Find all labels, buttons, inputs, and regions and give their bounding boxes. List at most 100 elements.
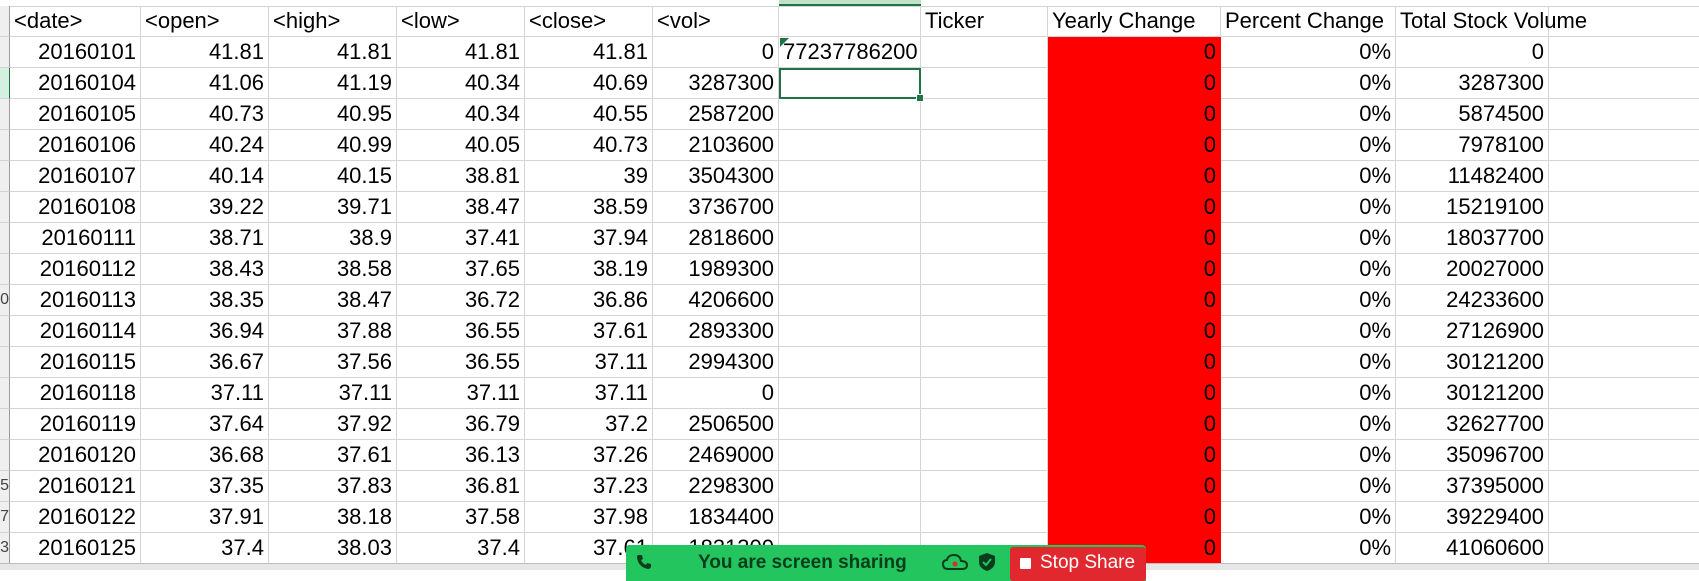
- header-cell-high[interactable]: <high>: [269, 6, 397, 37]
- cell-low[interactable]: 37.58: [397, 502, 525, 533]
- empty-cell[interactable]: [1549, 502, 1699, 533]
- cell-h[interactable]: [779, 161, 921, 192]
- cell-h1-total[interactable]: 77237786200: [779, 37, 921, 68]
- cell-percent-change[interactable]: 0%: [1221, 316, 1396, 347]
- cell-total-stock-volume[interactable]: 18037700: [1396, 223, 1549, 254]
- cell-date[interactable]: 20160125: [10, 533, 141, 564]
- cell-open[interactable]: 36.68: [141, 440, 269, 471]
- cell-h[interactable]: [779, 502, 921, 533]
- cell-date[interactable]: 20160104: [10, 68, 141, 99]
- empty-cell[interactable]: [1549, 254, 1699, 285]
- cell-close[interactable]: 37.11: [525, 347, 653, 378]
- row-number[interactable]: [0, 347, 10, 378]
- cell-yearly-change[interactable]: 0: [1048, 130, 1221, 161]
- header-cell-yearly-change[interactable]: Yearly Change: [1048, 6, 1221, 37]
- cell-date[interactable]: 20160113: [10, 285, 141, 316]
- row-number[interactable]: 5: [0, 471, 10, 502]
- cell-yearly-change[interactable]: 0: [1048, 378, 1221, 409]
- empty-cell[interactable]: [1549, 316, 1699, 347]
- cell-open[interactable]: 38.43: [141, 254, 269, 285]
- cell-percent-change[interactable]: 0%: [1221, 161, 1396, 192]
- cell-high[interactable]: 38.03: [269, 533, 397, 564]
- cell-high[interactable]: 37.92: [269, 409, 397, 440]
- cell-open[interactable]: 37.64: [141, 409, 269, 440]
- cell-total-stock-volume[interactable]: 27126900: [1396, 316, 1549, 347]
- cell-h[interactable]: [779, 130, 921, 161]
- cell-percent-change[interactable]: 0%: [1221, 285, 1396, 316]
- cell-vol[interactable]: 2298300: [653, 471, 779, 502]
- cell-total-stock-volume[interactable]: 3287300: [1396, 68, 1549, 99]
- cell-close[interactable]: 40.69: [525, 68, 653, 99]
- cell-date[interactable]: 20160111: [10, 223, 141, 254]
- cell-percent-change[interactable]: 0%: [1221, 99, 1396, 130]
- cell-total-stock-volume[interactable]: 37395000: [1396, 471, 1549, 502]
- cell-open[interactable]: 37.4: [141, 533, 269, 564]
- cell-total-stock-volume[interactable]: 15219100: [1396, 192, 1549, 223]
- cell-total-stock-volume[interactable]: 5874500: [1396, 99, 1549, 130]
- cell-low[interactable]: 40.34: [397, 99, 525, 130]
- cell-high[interactable]: 41.19: [269, 68, 397, 99]
- cell-high[interactable]: 40.15: [269, 161, 397, 192]
- cell-low[interactable]: 40.34: [397, 68, 525, 99]
- cell-h[interactable]: [779, 347, 921, 378]
- cell-total-stock-volume[interactable]: 20027000: [1396, 254, 1549, 285]
- cell-percent-change[interactable]: 0%: [1221, 378, 1396, 409]
- cell-vol[interactable]: 1834400: [653, 502, 779, 533]
- cell-total-stock-volume[interactable]: 30121200: [1396, 347, 1549, 378]
- row-number[interactable]: [0, 99, 10, 130]
- cell-yearly-change[interactable]: 0: [1048, 409, 1221, 440]
- empty-cell[interactable]: [1549, 440, 1699, 471]
- cell-ticker[interactable]: [921, 285, 1048, 316]
- cell-yearly-change[interactable]: 0: [1048, 223, 1221, 254]
- screen-share-bar[interactable]: You are screen sharing Stop Share: [626, 545, 1146, 581]
- cell-date[interactable]: 20160120: [10, 440, 141, 471]
- cell-open[interactable]: 40.14: [141, 161, 269, 192]
- row-number[interactable]: [0, 130, 10, 161]
- cell-low[interactable]: 37.11: [397, 378, 525, 409]
- cell-close[interactable]: 37.94: [525, 223, 653, 254]
- cell-vol[interactable]: 2818600: [653, 223, 779, 254]
- cell-vol[interactable]: 3736700: [653, 192, 779, 223]
- cell-vol[interactable]: 2103600: [653, 130, 779, 161]
- cell-percent-change[interactable]: 0%: [1221, 409, 1396, 440]
- cell-percent-change[interactable]: 0%: [1221, 37, 1396, 68]
- cell-low[interactable]: 38.81: [397, 161, 525, 192]
- cell-percent-change[interactable]: 0%: [1221, 254, 1396, 285]
- cell-date[interactable]: 20160121: [10, 471, 141, 502]
- cell-yearly-change[interactable]: 0: [1048, 440, 1221, 471]
- cell-ticker[interactable]: [921, 130, 1048, 161]
- cell-h[interactable]: [779, 471, 921, 502]
- empty-cell[interactable]: [1549, 347, 1699, 378]
- row-number[interactable]: [0, 37, 10, 68]
- cell-low[interactable]: 41.81: [397, 37, 525, 68]
- row-number[interactable]: 7: [0, 502, 10, 533]
- cell-low[interactable]: 40.05: [397, 130, 525, 161]
- cell-date[interactable]: 20160105: [10, 99, 141, 130]
- cell-yearly-change[interactable]: 0: [1048, 285, 1221, 316]
- row-number[interactable]: 3: [0, 533, 10, 564]
- cell-h[interactable]: [779, 440, 921, 471]
- cell-high[interactable]: 40.99: [269, 130, 397, 161]
- cell-open[interactable]: 41.06: [141, 68, 269, 99]
- cell-ticker[interactable]: [921, 161, 1048, 192]
- cell-high[interactable]: 37.56: [269, 347, 397, 378]
- cell-total-stock-volume[interactable]: 39229400: [1396, 502, 1549, 533]
- cell-ticker[interactable]: [921, 409, 1048, 440]
- cell-vol[interactable]: 1989300: [653, 254, 779, 285]
- cell-date[interactable]: 20160119: [10, 409, 141, 440]
- header-cell-h[interactable]: [779, 6, 921, 37]
- cell-ticker[interactable]: [921, 99, 1048, 130]
- cell-close[interactable]: 37.11: [525, 378, 653, 409]
- cell-ticker[interactable]: [921, 223, 1048, 254]
- cell-percent-change[interactable]: 0%: [1221, 440, 1396, 471]
- cell-open[interactable]: 36.94: [141, 316, 269, 347]
- cell-ticker[interactable]: [921, 440, 1048, 471]
- cell-low[interactable]: 37.65: [397, 254, 525, 285]
- cell-open[interactable]: 41.81: [141, 37, 269, 68]
- cell-high[interactable]: 37.11: [269, 378, 397, 409]
- cell-close[interactable]: 37.2: [525, 409, 653, 440]
- shield-icon[interactable]: [978, 552, 996, 572]
- empty-cell[interactable]: [1549, 285, 1699, 316]
- row-number[interactable]: [0, 254, 10, 285]
- cloud-icon[interactable]: [942, 553, 968, 571]
